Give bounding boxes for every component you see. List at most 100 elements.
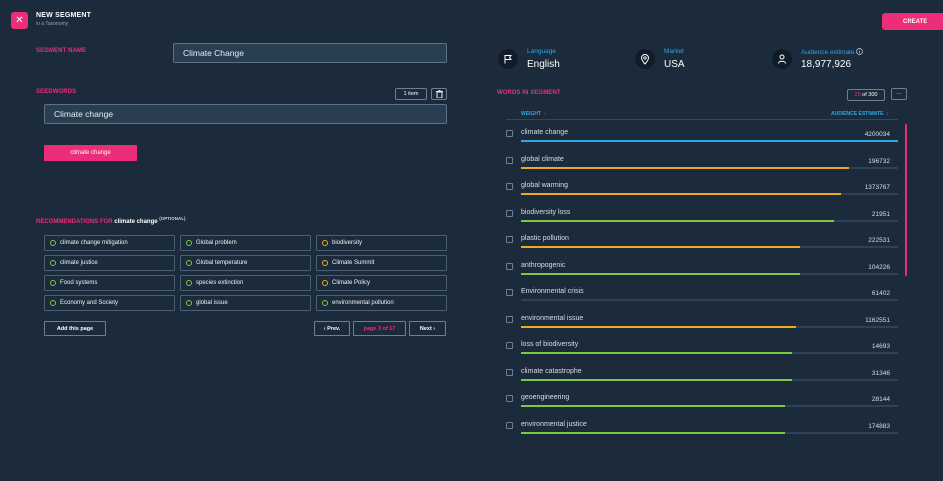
status-circle-icon <box>186 260 192 266</box>
info-icon[interactable] <box>856 48 864 55</box>
word-list-scrollbar[interactable] <box>905 124 907 276</box>
word-row: global climate 196732 <box>506 154 898 181</box>
delete-seedwords-button[interactable] <box>431 88 447 100</box>
weight-track <box>521 325 898 328</box>
row-checkbox[interactable] <box>506 368 513 376</box>
map-pin-icon <box>640 53 650 65</box>
word-row: geoengineering 28144 <box>506 392 898 419</box>
recommendation-item[interactable]: biodiversity <box>316 235 447 251</box>
row-checkbox[interactable] <box>506 395 513 402</box>
recommendation-label: biodiversity <box>332 240 363 246</box>
recommendation-item[interactable]: species extinction <box>180 275 311 291</box>
word-audience: 4200034 <box>864 131 890 138</box>
segment-name-input[interactable]: Climate Change <box>173 43 447 63</box>
segment-name-label: SEGMENT NAME <box>36 48 87 54</box>
weight-column-header[interactable]: WEIGHT ↓ <box>521 111 546 117</box>
row-checkbox[interactable] <box>506 130 513 137</box>
word-term: biodiversity loss <box>521 208 571 216</box>
more-options-button[interactable]: ··· <box>891 88 907 100</box>
word-audience: 14693 <box>871 343 890 350</box>
table-header-divider <box>506 119 898 120</box>
weight-bar <box>521 378 793 381</box>
status-circle-icon <box>186 300 192 306</box>
row-checkbox[interactable] <box>506 236 513 243</box>
recommendation-item[interactable]: Global temperature <box>180 255 311 271</box>
page-indicator: page 3 of 17 <box>353 321 406 336</box>
weight-track <box>521 431 898 434</box>
recommendation-label: environmental pollution <box>332 300 394 306</box>
flag-icon <box>504 55 512 64</box>
row-checkbox[interactable] <box>506 289 513 296</box>
row-checkbox[interactable] <box>506 156 513 164</box>
word-row: Environmental crisis 61402 <box>506 286 898 313</box>
word-term: geoengineering <box>521 394 570 401</box>
row-checkbox[interactable] <box>506 262 513 270</box>
close-button[interactable]: ✕ <box>11 12 28 29</box>
word-row: global warming 1373767 <box>506 180 898 207</box>
recommendation-label: climate change mitigation <box>60 240 128 246</box>
recommendation-label: Global problem <box>196 240 237 246</box>
recommendation-item[interactable]: Global problem <box>180 235 311 251</box>
weight-bar <box>521 166 849 169</box>
word-count-badge: 25 of 300 <box>847 89 885 101</box>
prev-page-button[interactable]: ‹ Prev. <box>314 321 350 336</box>
language-icon-wrap <box>498 49 518 69</box>
audience-label-text: Audience estimate <box>801 49 855 56</box>
recommendations-title-term: climate change <box>114 219 158 225</box>
recommendation-item[interactable]: global issue <box>180 295 311 311</box>
recommendation-item[interactable]: Food systems <box>44 275 175 291</box>
weight-bar <box>521 325 797 328</box>
next-page-button[interactable]: Next › <box>409 321 446 336</box>
page-total: of 17 <box>382 325 396 332</box>
row-checkbox[interactable] <box>506 315 513 323</box>
sort-down-icon: ↓ <box>542 111 547 117</box>
recommendation-item[interactable]: climate justice <box>44 255 175 271</box>
row-checkbox[interactable] <box>506 342 513 349</box>
trash-icon <box>435 90 443 98</box>
words-in-segment-label: WORDS IN SEGMENT <box>497 90 561 96</box>
status-circle-icon <box>186 280 192 286</box>
optional-label: (OPTIONAL) <box>159 216 186 221</box>
market-icon-wrap <box>635 49 655 69</box>
word-audience: 31346 <box>871 369 890 377</box>
audience-label: Audience estimate <box>801 48 864 56</box>
create-button[interactable]: CREATE <box>882 13 943 30</box>
seedword-count-badge: 1 item <box>395 88 427 100</box>
weight-header-text: WEIGHT <box>521 111 541 117</box>
word-row: climate catastrophe 31346 <box>506 366 898 393</box>
row-checkbox[interactable] <box>506 183 513 190</box>
weight-track <box>521 219 898 222</box>
add-this-page-button[interactable]: Add this page <box>44 321 106 336</box>
word-term: plastic pollution <box>521 235 569 242</box>
weight-track <box>521 166 898 169</box>
status-circle-icon <box>50 240 56 246</box>
language-value: English <box>527 59 560 70</box>
word-row: environmental issue 1162551 <box>506 313 898 340</box>
sort-icon: ↕ <box>884 111 889 117</box>
weight-bar <box>521 431 785 434</box>
weight-bar <box>521 193 842 195</box>
word-row: anthropogenic 104226 <box>506 260 898 287</box>
audience-column-header[interactable]: AUDIENCE ESTIMATE ↕ <box>831 111 889 117</box>
seedword-chip[interactable]: climate change <box>44 145 137 161</box>
word-audience: 174883 <box>868 422 890 430</box>
recommendation-label: global issue <box>196 300 228 306</box>
recommendation-item[interactable]: environmental pollution <box>316 295 447 311</box>
recommendation-item[interactable]: climate change mitigation <box>44 235 175 251</box>
recommendations-grid: climate change mitigation Global problem b… <box>44 235 448 311</box>
recommendation-item[interactable]: Economy and Society <box>44 295 175 311</box>
market-value: USA <box>664 59 685 70</box>
seedword-input[interactable]: Climate change <box>44 104 447 124</box>
word-audience: 21951 <box>871 210 890 218</box>
word-audience: 222531 <box>868 237 890 244</box>
row-checkbox[interactable] <box>506 421 513 429</box>
weight-track <box>521 272 898 275</box>
recommendation-item[interactable]: Climate Summit <box>316 255 447 271</box>
row-checkbox[interactable] <box>506 209 513 217</box>
weight-bar <box>521 140 898 142</box>
weight-track <box>521 405 898 407</box>
page-title: NEW SEGMENT <box>36 12 92 19</box>
page-prefix: page <box>363 325 377 332</box>
recommendations-title-prefix: RECOMMENDATIONS FOR <box>36 219 113 225</box>
recommendation-item[interactable]: Climate Policy <box>316 275 447 291</box>
